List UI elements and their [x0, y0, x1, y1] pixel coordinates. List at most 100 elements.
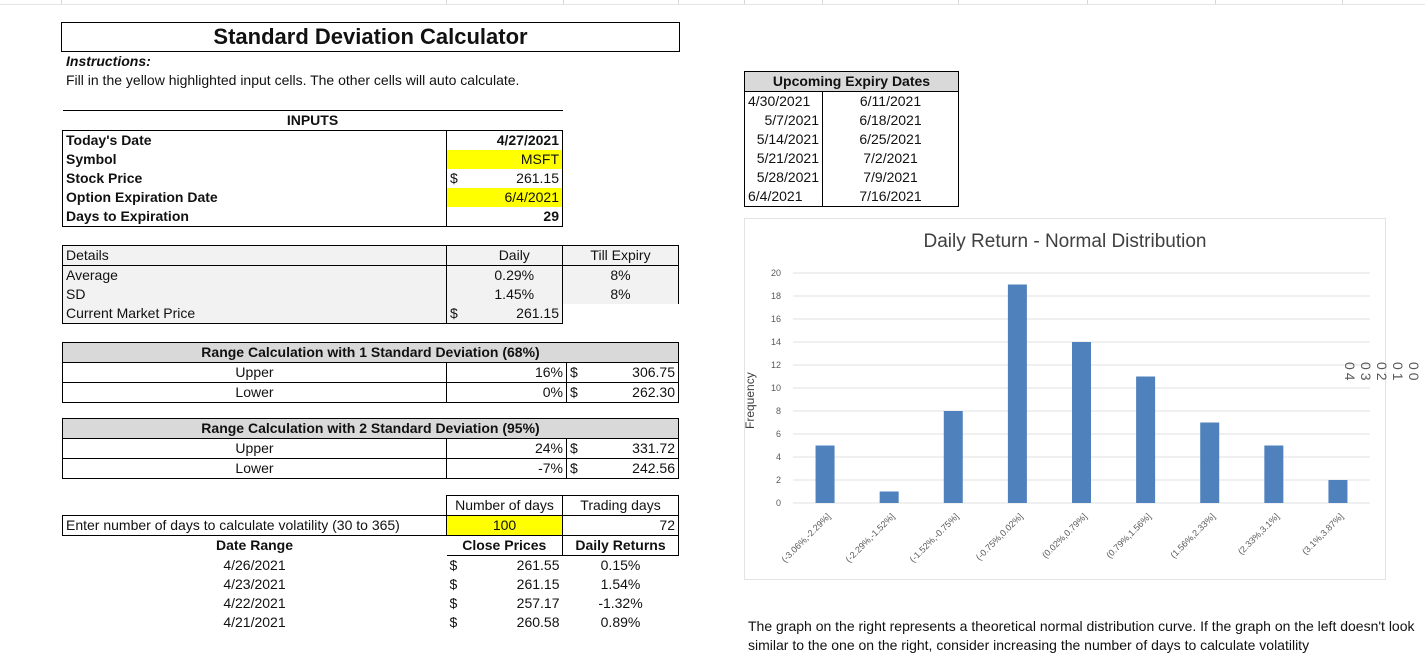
y-tick-label: 2: [776, 475, 781, 485]
bar: [1328, 480, 1348, 503]
column-divider: [744, 0, 745, 4]
expiry-date[interactable]: 6/25/2021: [822, 130, 959, 149]
volatility-close[interactable]: 261.15: [516, 576, 560, 592]
range2-currency: $: [566, 438, 597, 459]
details-label-average: Average: [62, 265, 447, 285]
expiry-header: Upcoming Expiry Dates: [744, 71, 959, 92]
volatility-days-input[interactable]: 100: [446, 515, 563, 536]
range2-lower-price[interactable]: 242.56: [596, 458, 679, 479]
range2-upper-price[interactable]: 331.72: [596, 438, 679, 459]
volatility-date[interactable]: 4/21/2021: [223, 614, 286, 630]
expiry-date[interactable]: 5/21/2021: [744, 149, 823, 168]
range1-lower-price[interactable]: 262.30: [596, 382, 679, 403]
input-label-stock-price: Stock Price: [62, 169, 447, 188]
volatility-currency: $: [449, 595, 458, 611]
volatility-date[interactable]: 4/22/2021: [223, 595, 286, 611]
volatility-date[interactable]: 4/26/2021: [223, 556, 286, 573]
volatility-return[interactable]: 0.15%: [600, 557, 641, 573]
input-label-today: Today's Date: [62, 130, 447, 150]
table-row: 4/23/2021 $ 261.15 1.54%: [63, 575, 679, 594]
x-tick-label: (1.56%,2.33%]: [1168, 511, 1217, 560]
volatility-trading-days: 72: [562, 515, 679, 536]
input-expiration-date[interactable]: 6/4/2021: [466, 188, 563, 207]
volatility-hdr-returns: Daily Returns: [562, 535, 679, 556]
input-stock-price[interactable]: 261.15: [466, 169, 563, 188]
details-market-till: [562, 304, 679, 324]
input-currency: [446, 150, 467, 169]
bar: [1200, 422, 1220, 503]
daily-return-chart[interactable]: Daily Return - Normal Distribution Frequ…: [743, 218, 1386, 580]
sheet-column-strip: [0, 0, 1425, 5]
expiry-date[interactable]: 6/4/2021: [744, 187, 823, 207]
volatility-table: Number of days Trading days Enter number…: [62, 495, 679, 632]
expiry-date[interactable]: 6/11/2021: [822, 91, 959, 111]
expiry-date[interactable]: 7/9/2021: [822, 168, 959, 187]
details-col-daily: Daily: [466, 245, 563, 266]
column-divider: [446, 0, 447, 4]
expiry-date[interactable]: 6/18/2021: [822, 111, 959, 130]
y-tick-label: 4: [776, 452, 781, 462]
volatility-currency: $: [449, 614, 458, 630]
range2-table: Range Calculation with 2 Standard Deviat…: [62, 418, 679, 479]
range2-label-lower: Lower: [62, 458, 447, 479]
input-today-date[interactable]: 4/27/2021: [466, 130, 563, 150]
details-label-sd: SD: [62, 285, 447, 304]
column-divider: [958, 0, 959, 4]
volatility-close[interactable]: 260.58: [516, 614, 560, 630]
column-divider: [678, 0, 679, 4]
chart-plot-area: 0 2 4 6 8 10 12 14 16 18 20 (-3.06%,-2.29%] (-2.29%,…: [771, 268, 1370, 564]
input-days-to-expiration[interactable]: 29: [466, 207, 563, 227]
column-divider: [1215, 0, 1216, 4]
range2-lower-pct[interactable]: -7%: [446, 458, 567, 479]
details-market-price[interactable]: 261.15: [466, 304, 563, 324]
expiry-date[interactable]: 7/16/2021: [822, 187, 959, 207]
input-currency: [446, 188, 467, 207]
expiry-date[interactable]: 5/7/2021: [744, 111, 823, 130]
details-average-till[interactable]: 8%: [562, 265, 679, 285]
y-tick-label: 6: [776, 429, 781, 439]
range1-lower-pct[interactable]: 0%: [446, 382, 567, 403]
range1-table: Range Calculation with 1 Standard Deviat…: [62, 342, 679, 403]
volatility-return[interactable]: 0.89%: [600, 614, 641, 630]
input-symbol[interactable]: MSFT: [466, 150, 563, 169]
table-row: 4/26/2021 $ 261.55 0.15%: [63, 556, 679, 576]
cut-off-axis-labels: 00 01 02 03 04: [1342, 362, 1422, 384]
details-average-daily[interactable]: 0.29%: [494, 267, 535, 283]
bar: [1136, 376, 1156, 503]
volatility-hdr-date: Date Range: [215, 537, 294, 554]
range2-upper-pct[interactable]: 24%: [446, 438, 567, 459]
input-currency: [446, 130, 467, 150]
volatility-currency: $: [449, 557, 458, 573]
y-tick-label: 20: [771, 268, 781, 278]
input-label-symbol: Symbol: [62, 150, 447, 169]
chart-footer-note: The graph on the right represents a theo…: [748, 618, 1415, 653]
y-tick-label: 18: [771, 291, 781, 301]
x-tick-label: (-3.06%,-2.29%]: [779, 511, 832, 564]
details-sd-till[interactable]: 8%: [562, 285, 679, 304]
volatility-return[interactable]: 1.54%: [600, 576, 641, 592]
details-header: Details: [62, 245, 447, 266]
expiry-date[interactable]: 5/28/2021: [744, 168, 823, 187]
calculator-title[interactable]: Standard Deviation Calculator: [61, 22, 680, 52]
details-table: Details Daily Till Expiry Average 0.29% …: [62, 245, 679, 324]
details-currency: $: [446, 304, 467, 324]
expiry-date[interactable]: 7/2/2021: [822, 149, 959, 168]
column-divider: [61, 0, 62, 4]
volatility-date[interactable]: 4/23/2021: [223, 576, 286, 592]
expiry-date[interactable]: 4/30/2021: [744, 91, 823, 111]
volatility-close[interactable]: 257.17: [516, 595, 560, 611]
y-tick-label: 10: [771, 383, 781, 393]
bar: [815, 445, 835, 503]
volatility-return[interactable]: -1.32%: [598, 595, 643, 611]
instructions-heading: Instructions:: [66, 53, 151, 69]
expiry-date[interactable]: 5/14/2021: [744, 130, 823, 149]
volatility-close[interactable]: 261.55: [516, 557, 560, 573]
range1-upper-pct[interactable]: 16%: [446, 362, 567, 383]
y-tick-label: 12: [771, 360, 781, 370]
table-row: 4/21/2021 $ 260.58 0.89%: [63, 613, 679, 632]
x-tick-label: (2.33%,3.1%]: [1236, 511, 1281, 556]
table-row: 4/22/2021 $ 257.17 -1.32%: [63, 594, 679, 613]
range1-upper-price[interactable]: 306.75: [596, 362, 679, 383]
range1-header: Range Calculation with 1 Standard Deviat…: [62, 342, 679, 363]
details-sd-daily[interactable]: 1.45%: [494, 286, 535, 302]
